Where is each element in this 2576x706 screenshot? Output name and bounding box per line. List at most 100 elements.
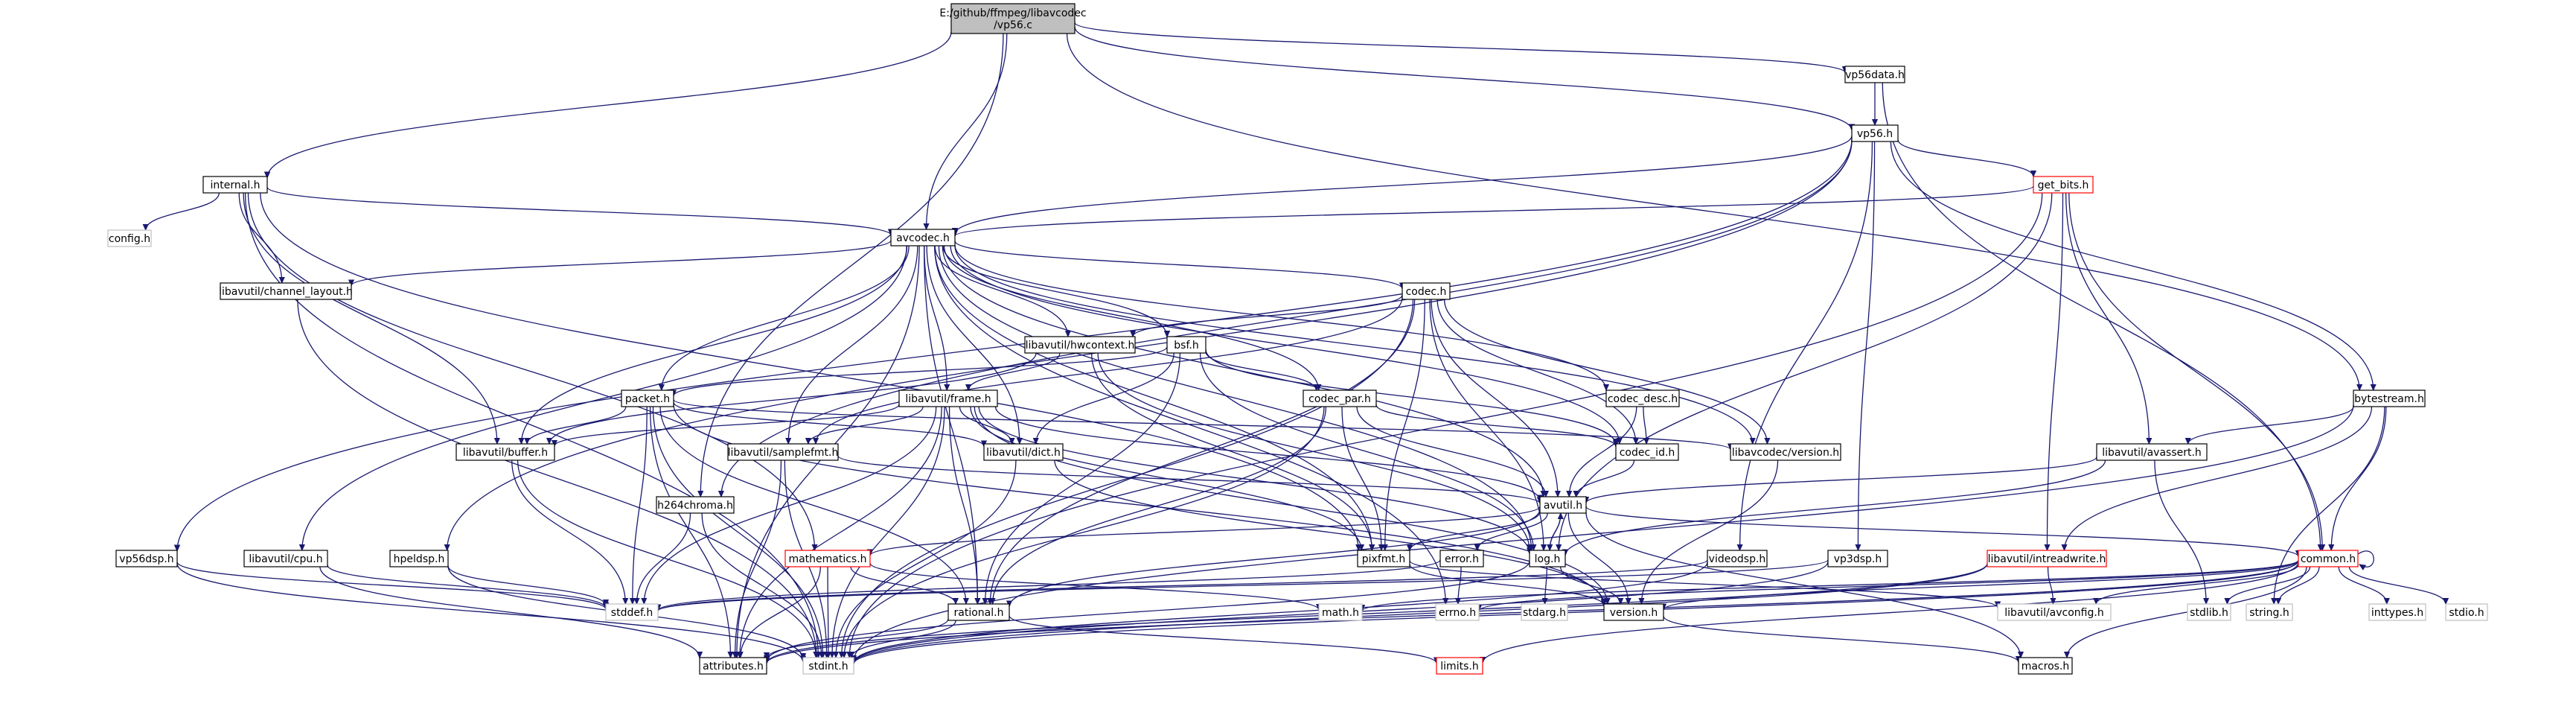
node-root[interactable]: E:/github/ffmpeg/libavcodec/vp56.c xyxy=(939,3,1087,34)
edge-cpu-to-stddef xyxy=(327,565,606,608)
node-label-line: libavutil/dict.h xyxy=(986,447,1061,459)
node-label: get_bits.h xyxy=(2038,179,2089,191)
node-box xyxy=(947,603,1010,621)
node-dict[interactable]: libavutil/dict.h xyxy=(983,443,1064,461)
node-hpeldsp[interactable]: hpeldsp.h xyxy=(389,550,449,567)
edge-avcodec-to-version_codec xyxy=(954,245,1753,444)
node-cpu[interactable]: libavutil/cpu.h xyxy=(243,550,328,567)
node-bytestream[interactable]: bytestream.h xyxy=(2353,389,2426,407)
node-samplefmt[interactable]: libavutil/samplefmt.h xyxy=(727,443,839,461)
edge-error-to-errno xyxy=(1458,566,1462,604)
edge-get_bits-to-avassert xyxy=(2065,192,2150,444)
node-bsf[interactable]: bsf.h xyxy=(1166,336,1206,354)
edge-codec_desc-to-codec_id xyxy=(1643,406,1646,444)
node-label-line: limits.h xyxy=(1440,661,1478,672)
edge-avcodec-to-codec_par xyxy=(943,245,1319,390)
node-box xyxy=(2298,550,2359,567)
edge-h264chroma-to-stdint xyxy=(701,512,822,658)
edge-packet-to-stdint xyxy=(652,406,822,658)
node-vp56dsp[interactable]: vp56dsp.h xyxy=(115,550,178,567)
node-pixfmt[interactable]: pixfmt.h xyxy=(1357,550,1410,567)
edge-codec_par-to-rational xyxy=(993,406,1327,604)
node-label: error.h xyxy=(1445,553,1479,565)
node-box xyxy=(784,550,871,567)
node-label: libavutil/frame.h xyxy=(905,393,991,405)
node-get_bits[interactable]: get_bits.h xyxy=(2033,176,2094,194)
node-label: errno.h xyxy=(1439,607,1476,619)
node-label: bsf.h xyxy=(1174,340,1198,352)
node-internal[interactable]: internal.h xyxy=(202,176,268,194)
edge-frame-to-rational xyxy=(948,406,978,604)
node-codec[interactable]: codec.h xyxy=(1402,282,1451,300)
node-avutil[interactable]: avutil.h xyxy=(1539,496,1587,514)
node-box xyxy=(1024,336,1136,354)
node-frame[interactable]: libavutil/frame.h xyxy=(898,389,998,407)
node-channel_layout[interactable]: libavutil/channel_layout.h xyxy=(219,282,353,300)
node-hwcontext[interactable]: libavutil/hwcontext.h xyxy=(1024,336,1136,354)
node-label: attributes.h xyxy=(703,661,764,672)
node-codec_desc[interactable]: codec_desc.h xyxy=(1605,389,1680,407)
edge-codec-to-hwcontext xyxy=(1133,294,1403,337)
node-version_codec[interactable]: libavcodec/version.h xyxy=(1730,443,1841,461)
node-h264chroma[interactable]: h264chroma.h xyxy=(656,496,735,514)
node-attributes[interactable]: attributes.h xyxy=(699,657,767,675)
node-box xyxy=(2246,603,2293,621)
edge-common-to-stdio xyxy=(2348,566,2446,604)
node-config: config.h xyxy=(107,229,152,247)
node-label-line: /vp56.c xyxy=(994,19,1032,31)
edge-avcodec-to-buffer xyxy=(521,245,908,444)
edge-buffer-to-stdint xyxy=(517,459,816,658)
node-label: libavutil/cpu.h xyxy=(249,553,322,565)
node-packet[interactable]: packet.h xyxy=(621,389,674,407)
edge-common-to-avconfig xyxy=(2096,564,2299,604)
edge-avutil-to-error xyxy=(1477,512,1548,550)
node-label: string.h xyxy=(2249,607,2289,619)
node-avconfig: libavutil/avconfig.h xyxy=(1997,603,2112,621)
edge-avcodec-to-codec xyxy=(954,241,1402,289)
node-codec_id[interactable]: codec_id.h xyxy=(1615,443,1679,461)
node-codec_par[interactable]: codec_par.h xyxy=(1303,389,1377,407)
edge-h264chroma-to-stddef xyxy=(636,512,691,604)
node-intreadwrite[interactable]: libavutil/intreadwrite.h xyxy=(1987,550,2107,567)
node-label-line: libavutil/samplefmt.h xyxy=(728,447,839,459)
edge-common-to-macros xyxy=(2067,566,2307,658)
node-label-line: vp3dsp.h xyxy=(1834,553,1882,565)
node-stdint: stdint.h xyxy=(802,657,854,675)
node-macros[interactable]: macros.h xyxy=(2018,657,2073,675)
edge-avcodec-to-codec_desc xyxy=(954,244,1606,390)
node-label-line: string.h xyxy=(2249,607,2289,619)
edge-avcodec-to-bsf xyxy=(942,245,1167,337)
node-buffer[interactable]: libavutil/buffer.h xyxy=(456,443,555,461)
node-box xyxy=(1997,603,2112,621)
edge-hwcontext-to-pixfmt xyxy=(1090,352,1372,550)
node-label-line: vp56dsp.h xyxy=(119,553,173,565)
edge-frame-to-attributes xyxy=(740,406,942,658)
edge-packet-to-attributes xyxy=(649,406,731,658)
node-label: pixfmt.h xyxy=(1362,553,1405,565)
node-vp3dsp[interactable]: vp3dsp.h xyxy=(1827,550,1888,567)
node-vp56data[interactable]: vp56data.h xyxy=(1844,66,1905,83)
edge-avassert-to-log xyxy=(1565,459,2106,556)
node-rational[interactable]: rational.h xyxy=(947,603,1010,621)
node-vp56[interactable]: vp56.h xyxy=(1851,124,1899,142)
node-mathematics[interactable]: mathematics.h xyxy=(784,550,871,567)
node-avcodec[interactable]: avcodec.h xyxy=(890,229,956,247)
node-limits[interactable]: limits.h xyxy=(1436,657,1483,675)
node-videodsp[interactable]: videodsp.h xyxy=(1707,550,1768,567)
node-box xyxy=(389,550,449,567)
edge-codec-to-stdint xyxy=(842,299,1414,658)
node-label: libavutil/channel_layout.h xyxy=(219,286,353,298)
node-avassert[interactable]: libavutil/avassert.h xyxy=(2096,443,2208,461)
node-version_util[interactable]: version.h xyxy=(1603,603,1664,621)
node-error[interactable]: error.h xyxy=(1439,550,1484,567)
edge-codec-to-pixfmt xyxy=(1385,299,1425,550)
edge-rational-to-limits xyxy=(1009,615,1436,664)
node-label: videodsp.h xyxy=(1709,553,1766,565)
node-log[interactable]: log.h xyxy=(1529,550,1566,567)
node-label-line: stdlib.h xyxy=(2190,607,2228,619)
node-box xyxy=(1987,550,2107,567)
edge-rational-to-attributes xyxy=(767,618,949,658)
edge-common-to-math xyxy=(1362,559,2299,611)
node-common[interactable]: common.h xyxy=(2298,550,2359,567)
edge-avcodec-to-log xyxy=(938,245,1531,550)
